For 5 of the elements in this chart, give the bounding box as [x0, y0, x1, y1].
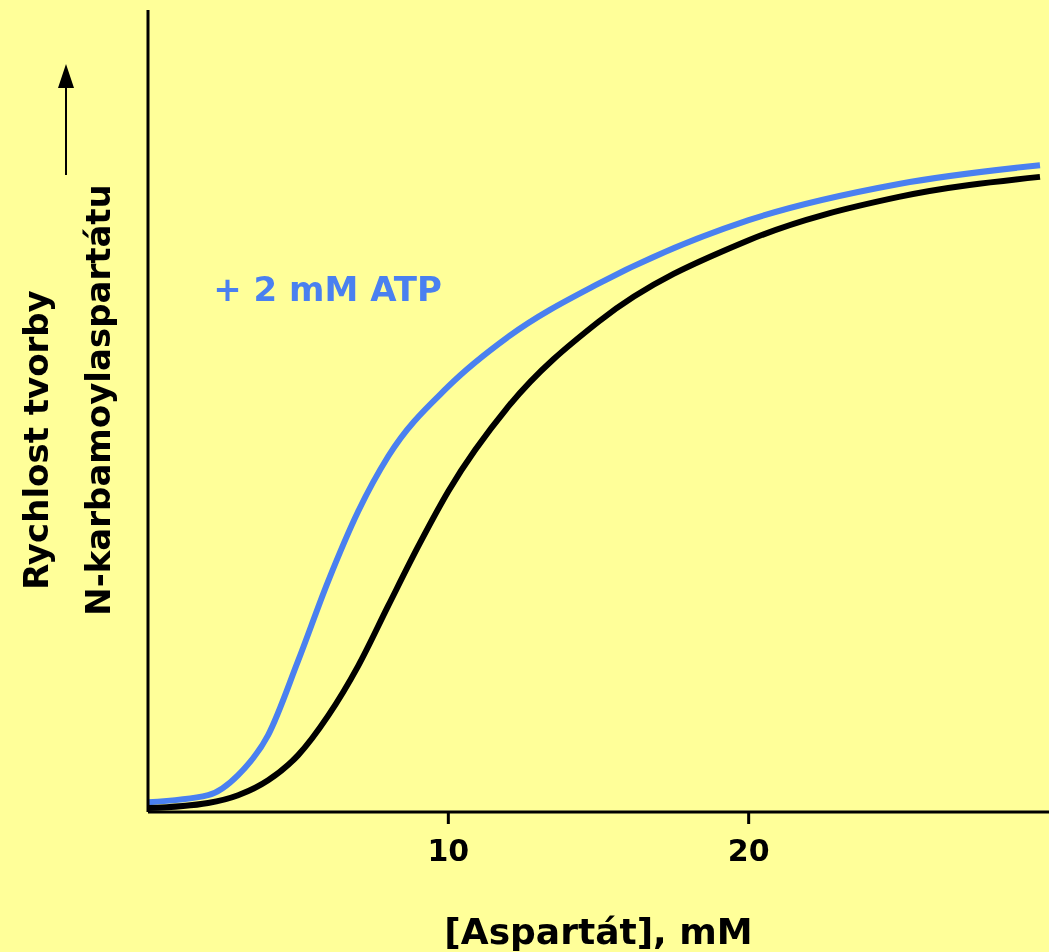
- x-tick-label: 10: [427, 833, 470, 869]
- x-axis-title: [Aspartát], mM: [444, 911, 753, 952]
- x-tick-label: 20: [727, 833, 770, 869]
- y-axis-title: Rychlost tvorby N-karbamoylaspartátu: [16, 184, 118, 616]
- series-label: + 2 mM ATP: [213, 269, 442, 310]
